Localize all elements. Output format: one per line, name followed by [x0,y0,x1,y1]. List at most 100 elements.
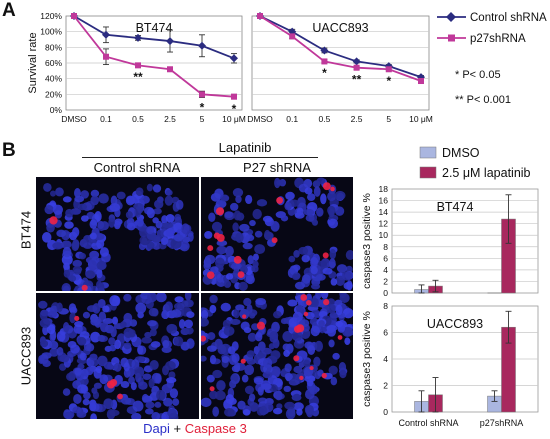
nucleus [95,365,103,374]
nucleus [225,273,234,280]
series-line-0 [73,15,235,60]
nucleus [342,307,353,319]
nucleus [139,195,150,204]
nucleus [156,389,166,401]
nucleus [59,354,70,363]
nucleus [97,355,108,367]
nucleus [316,207,324,217]
nucleus [284,363,292,373]
nucleus [56,330,66,342]
nucleus [261,383,272,390]
nucleus [223,326,235,336]
caspase-signal [81,284,88,291]
nucleus [206,374,215,383]
nucleus [162,222,174,229]
nucleus [209,354,217,365]
caspase-signal [215,207,225,216]
data-point-square [418,78,424,85]
nucleus [242,409,251,416]
nucleus [282,330,294,342]
nucleus [131,412,142,419]
nucleus [87,359,95,368]
caspase-signal [106,380,115,389]
nucleus [293,249,300,258]
nucleus [296,408,303,416]
nucleus [304,187,313,195]
nucleus [142,373,152,380]
nucleus [61,254,73,266]
nucleus [256,199,268,207]
micrograph-caption: Dapi + Caspase 3 [100,421,290,436]
nucleus [174,296,184,303]
nucleus [114,222,121,230]
nucleus [313,186,321,197]
nucleus [108,337,116,345]
nucleus [145,401,155,409]
nucleus [83,235,92,243]
ytick-label: 2 [383,276,388,286]
nucleus [253,377,264,385]
nucleus [73,268,82,275]
nucleus [178,319,186,329]
ytick-label: 16 [379,196,389,206]
nucleus [165,227,175,237]
nucleus [204,254,216,265]
micrograph-bt474-control [36,177,199,291]
nucleus [255,332,263,342]
xtick-label: 2.5 [351,114,363,124]
data-point-square [289,33,296,40]
nucleus [125,195,135,206]
nucleus [186,338,195,349]
nucleus [309,317,319,326]
legend-swatch-dmso [419,146,437,159]
nucleus [134,206,142,218]
nucleus [306,193,316,201]
nucleus [164,301,173,313]
nucleus [241,374,249,383]
significance-mark: * [322,66,327,80]
ytick-label: 40% [45,74,62,84]
data-point-diamond [102,30,110,39]
nucleus [173,234,184,242]
nucleus [304,389,315,400]
ytick-label: 4 [383,265,388,275]
nucleus [237,400,246,410]
ytick-label: 8 [383,242,388,252]
nucleus [223,407,235,417]
nucleus [121,397,132,405]
nucleus [328,365,338,375]
nucleus [43,182,52,192]
nucleus [262,215,273,223]
legend-significance-2: ** P< 0.001 [455,94,511,106]
caspase-signal [233,255,242,264]
nucleus [40,309,49,317]
nucleus [269,331,279,340]
nucleus [146,231,157,241]
nucleus [315,293,322,300]
data-point-square [385,66,392,73]
nucleus [186,311,195,319]
nucleus [242,242,253,250]
data-point-square [257,13,263,19]
nucleus [339,369,347,379]
nucleus [112,316,119,325]
nucleus [229,379,237,389]
nucleus [52,242,64,250]
nucleus [151,412,161,419]
nucleus [147,293,158,303]
data-point-diamond [230,54,238,63]
panel-a-label: A [2,0,16,21]
nucleus [225,245,234,257]
micrograph-bt474-p27 [201,177,353,291]
nucleus [239,223,250,232]
nucleus [77,384,88,394]
caspase-signal [256,321,265,330]
nucleus [288,255,296,263]
nucleus [317,260,327,267]
ytick-label: 4 [383,354,388,364]
data-point-diamond [198,41,206,50]
nucleus [210,266,219,273]
y-axis-label: Survival rate [27,32,39,93]
nucleus [173,336,184,347]
nucleus [327,191,336,202]
